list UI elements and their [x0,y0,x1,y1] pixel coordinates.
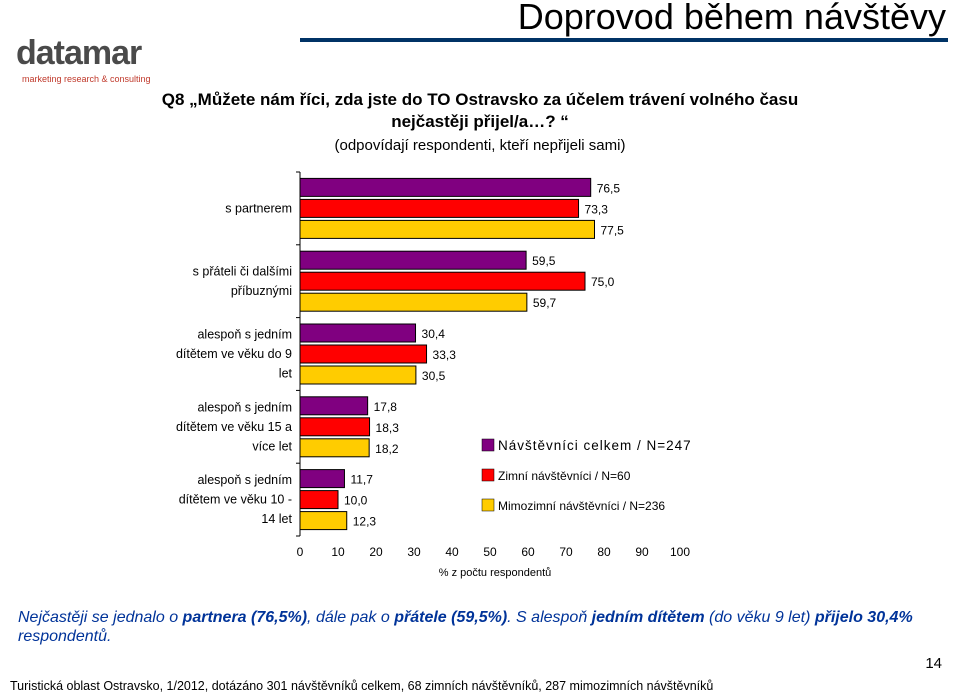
data-label: 11,7 [350,473,373,487]
bar [299,323,417,343]
category-label: s přáteli či dalšími [193,264,292,278]
x-tick-label: 50 [483,545,497,559]
data-label: 18,2 [375,442,399,456]
bar [299,438,370,458]
category-label: dítětem ve věku 15 a [176,420,292,434]
legend-label: Zimní návštěvníci / N=60 [498,469,631,483]
data-label: 77,5 [601,223,625,237]
summary-bold: jedním dítětem [591,609,705,626]
summary-part: (do věku 9 let) [704,609,815,626]
summary-part: Nejčastěji se jednalo o [18,609,183,626]
bar [299,344,428,364]
summary-bold: přijelo 30,4% [814,609,913,626]
data-label: 18,3 [376,421,400,435]
bar [299,219,595,239]
bar-chart: 76,5 73,3 77,5 s partnerem 59,5 75,0 59,7 s přá… [176,171,692,579]
x-tick-label: 10 [331,545,345,559]
data-label: 30,4 [422,327,446,341]
summary-part: , dále pak o [307,609,395,626]
legend-swatch [481,468,495,482]
bar [299,469,345,489]
slide-title: Doprovod během návštěvy [517,0,946,37]
legend-swatch [481,438,495,452]
logo-tagline: marketing research & consulting [22,74,151,84]
data-label: 33,3 [433,348,457,362]
bar [299,396,369,416]
legend-swatch [481,498,495,512]
summary-bold: partnera (76,5%) [182,609,308,626]
category-label: alespoň s jedním [197,473,292,487]
data-label: 30,5 [422,369,446,383]
category-label: 14 let [261,512,292,526]
data-label: 75,0 [591,275,615,289]
bar [299,490,339,510]
legend-label: Návštěvníci celkem / N=247 [498,438,692,453]
bar [299,271,586,291]
category-label: s partnerem [225,201,292,215]
summary-text: Nejčastěji se jednalo o partnera (76,5%)… [18,608,948,646]
page-number: 14 [925,655,942,672]
summary-bold: přátele (59,5%) [394,609,508,626]
question-line-1: Q8 „Můžete nám říci, zda jste do TO Ostr… [161,90,799,109]
datamar-logo: datamar [16,34,142,72]
category-label: více let [252,439,292,453]
x-tick-label: 40 [445,545,459,559]
data-label: 73,3 [585,202,609,216]
bar [299,292,528,312]
question-note: (odpovídají respondenti, kteří nepřijeli… [334,137,626,154]
bar [299,250,527,270]
question-line-2: nejčastěji přijel/a…? “ [391,112,569,131]
data-label: 17,8 [374,400,398,414]
bar [299,365,417,385]
x-tick-label: 100 [670,545,690,559]
summary-part: respondentů. [18,628,112,645]
data-label: 12,3 [353,515,377,529]
x-tick-label: 60 [521,545,535,559]
bar [299,417,371,437]
x-tick-label: 0 [297,545,304,559]
data-label: 10,0 [344,494,368,508]
title-rule [300,38,948,42]
data-label: 59,5 [532,254,556,268]
x-tick-label: 30 [407,545,421,559]
x-tick-label: 20 [369,545,383,559]
bar [299,177,592,197]
footer-note: Turistická oblast Ostravsko, 1/2012, dot… [10,679,714,693]
data-label: 59,7 [533,296,557,310]
legend-label: Mimozimní návštěvníci / N=236 [498,499,665,513]
category-label: alespoň s jedním [197,400,292,414]
summary-part: . S alespoň [507,609,592,626]
data-label: 76,5 [597,181,621,195]
x-axis-title: % z počtu respondentů [439,567,552,579]
x-tick-label: 80 [597,545,611,559]
category-label: let [279,367,293,381]
category-label: příbuznými [231,284,292,298]
x-tick-label: 90 [635,545,649,559]
bar [299,511,348,531]
category-label: alespoň s jedním [197,328,292,342]
x-tick-label: 70 [559,545,573,559]
category-label: dítětem ve věku do 9 [176,347,292,361]
category-label: dítětem ve věku 10 - [179,493,292,507]
bar [299,198,580,218]
